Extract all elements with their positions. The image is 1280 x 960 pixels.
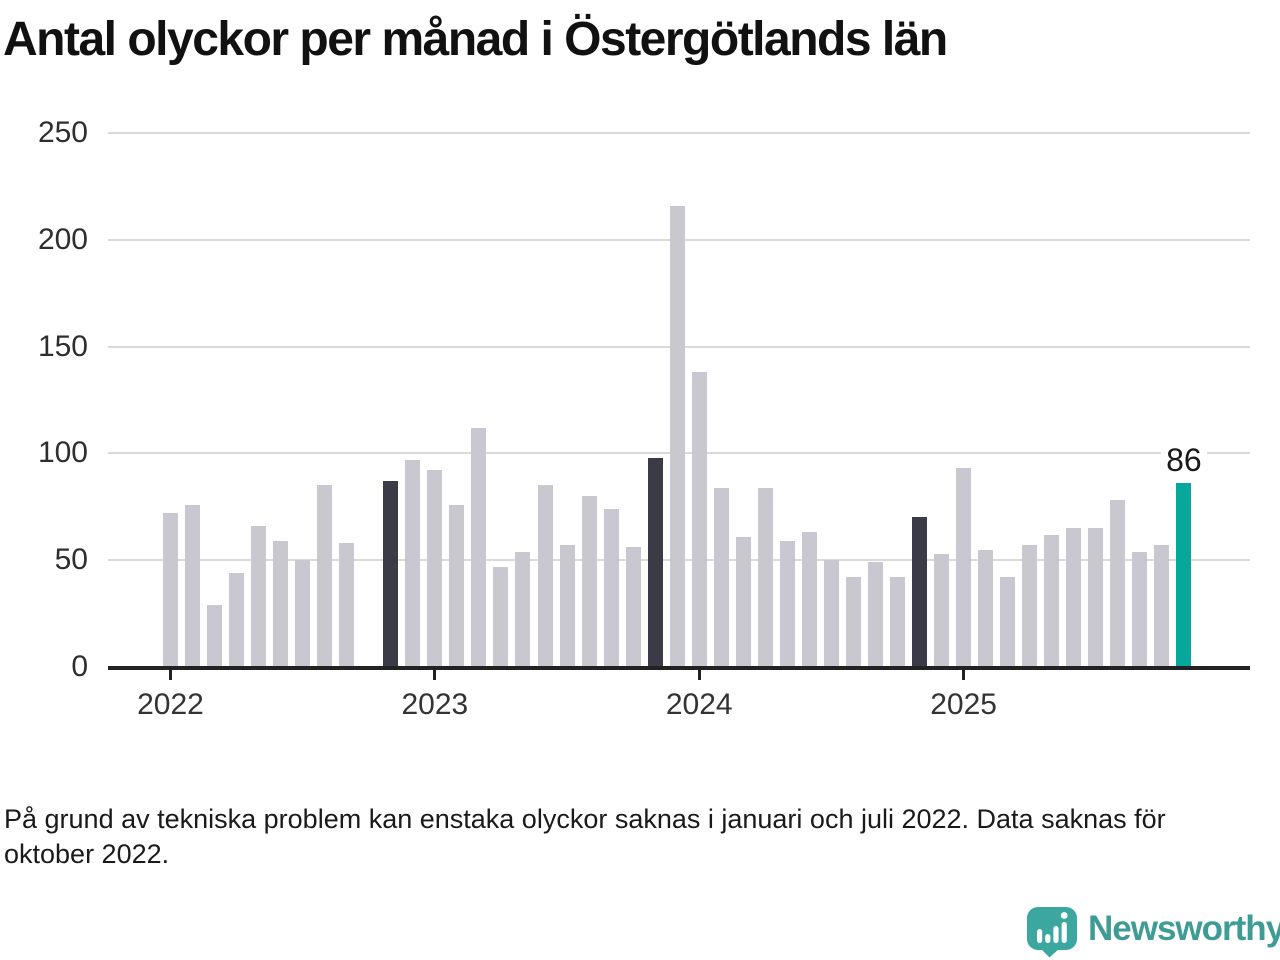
newsworthy-bubble-chart-icon <box>1027 907 1077 958</box>
bar <box>1132 551 1148 667</box>
x-axis <box>108 666 1250 670</box>
bar <box>691 372 707 667</box>
chart-title: Antal olyckor per månad i Östergötlands … <box>3 13 948 66</box>
newsworthy-logo: Newsworthy <box>1025 906 1280 958</box>
bar <box>251 526 267 667</box>
x-axis-tick-label: 2025 <box>930 688 997 721</box>
y-axis-tick-label: 0 <box>71 650 88 683</box>
bar <box>669 205 685 667</box>
bar <box>493 566 509 667</box>
bar <box>295 560 311 667</box>
annotation-value: 86 <box>1161 441 1207 480</box>
newsworthy-wordmark: Newsworthy <box>1088 909 1280 948</box>
bar <box>978 549 994 667</box>
bar <box>163 513 178 667</box>
bar <box>845 577 861 667</box>
bar <box>581 496 597 667</box>
y-axis-tick-label: 150 <box>37 329 88 363</box>
bar <box>912 517 928 667</box>
x-axis-tick-label: 2022 <box>137 688 204 721</box>
bar <box>956 468 972 667</box>
chart-footnote: På grund av tekniska problem kan enstaka… <box>4 804 1166 869</box>
bar <box>1022 545 1038 667</box>
x-axis-tick-label: 2024 <box>665 688 733 721</box>
bar <box>1000 577 1016 667</box>
bar <box>647 457 663 667</box>
bar <box>427 470 443 667</box>
bar <box>1176 483 1192 667</box>
gridline <box>108 132 1250 134</box>
bar <box>823 560 839 667</box>
bar <box>537 485 553 667</box>
x-axis-tick <box>697 670 701 680</box>
bar <box>449 504 465 667</box>
bar <box>713 487 729 667</box>
bar <box>339 543 355 667</box>
bar <box>603 508 619 667</box>
bar <box>273 540 289 667</box>
bar <box>317 485 333 667</box>
bar <box>867 562 883 667</box>
x-axis-tick-label: 2023 <box>401 688 469 721</box>
bar <box>207 605 223 667</box>
bar <box>185 504 201 667</box>
x-axis-tick <box>962 670 966 680</box>
y-axis-tick-label: 50 <box>54 543 88 577</box>
x-axis-tick <box>433 670 437 680</box>
bar <box>229 573 245 667</box>
bar <box>757 487 773 667</box>
bar <box>383 481 399 667</box>
bar-value-annotation: 86 <box>1129 439 1239 480</box>
bar <box>559 545 575 667</box>
y-axis-tick-label: 250 <box>37 116 88 149</box>
bar <box>1044 534 1060 667</box>
y-axis-tick-label: 100 <box>37 436 88 470</box>
bar <box>1154 545 1170 667</box>
bar <box>779 540 795 667</box>
bar <box>515 551 531 667</box>
bar <box>934 553 950 667</box>
bar <box>801 532 817 667</box>
bar <box>1088 528 1104 667</box>
bar <box>405 459 421 667</box>
y-axis-tick-label: 200 <box>37 222 88 256</box>
bar <box>1066 528 1082 667</box>
x-axis-tick <box>169 670 172 680</box>
bar <box>735 536 751 667</box>
bar <box>625 547 641 667</box>
bar <box>1110 500 1126 667</box>
bar <box>471 427 487 667</box>
bar <box>889 577 905 667</box>
